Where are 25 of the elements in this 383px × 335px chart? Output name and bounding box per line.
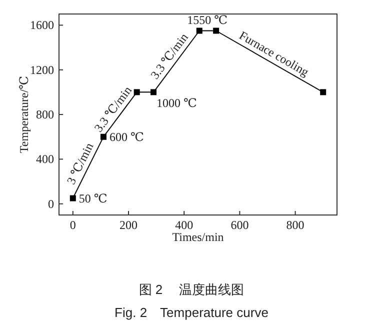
- y-tick-label: 1200: [30, 62, 54, 77]
- y-tick-label: 400: [36, 152, 54, 166]
- point: [134, 89, 140, 96]
- y-tick-label: 800: [36, 108, 54, 122]
- caption: Fig. 2 Temperature curve: [114, 305, 268, 320]
- x-tick-label: 600: [230, 218, 249, 232]
- x-axis-title: Times/min: [172, 230, 224, 244]
- y-axis-title: Temperature/℃: [17, 76, 31, 154]
- point: [320, 89, 326, 96]
- y-tick-label: 1600: [30, 18, 54, 32]
- annotation: 1000 ℃: [156, 96, 197, 110]
- x-tick-label: 800: [286, 218, 304, 232]
- point: [196, 28, 202, 34]
- annotation: 1550 ℃: [187, 12, 228, 27]
- x-tick-label: 0: [70, 218, 76, 232]
- point: [100, 134, 106, 140]
- point: [150, 89, 157, 96]
- point: [213, 28, 220, 34]
- y-tick-label: 0: [48, 196, 54, 211]
- annotation: 50 ℃: [78, 191, 108, 206]
- x-tick-label: 400: [175, 218, 194, 232]
- point: [70, 195, 76, 202]
- x-tick-label: 200: [120, 218, 138, 232]
- caption: 图 2 温度曲线图: [138, 282, 244, 297]
- annotation: 600 ℃: [109, 130, 144, 144]
